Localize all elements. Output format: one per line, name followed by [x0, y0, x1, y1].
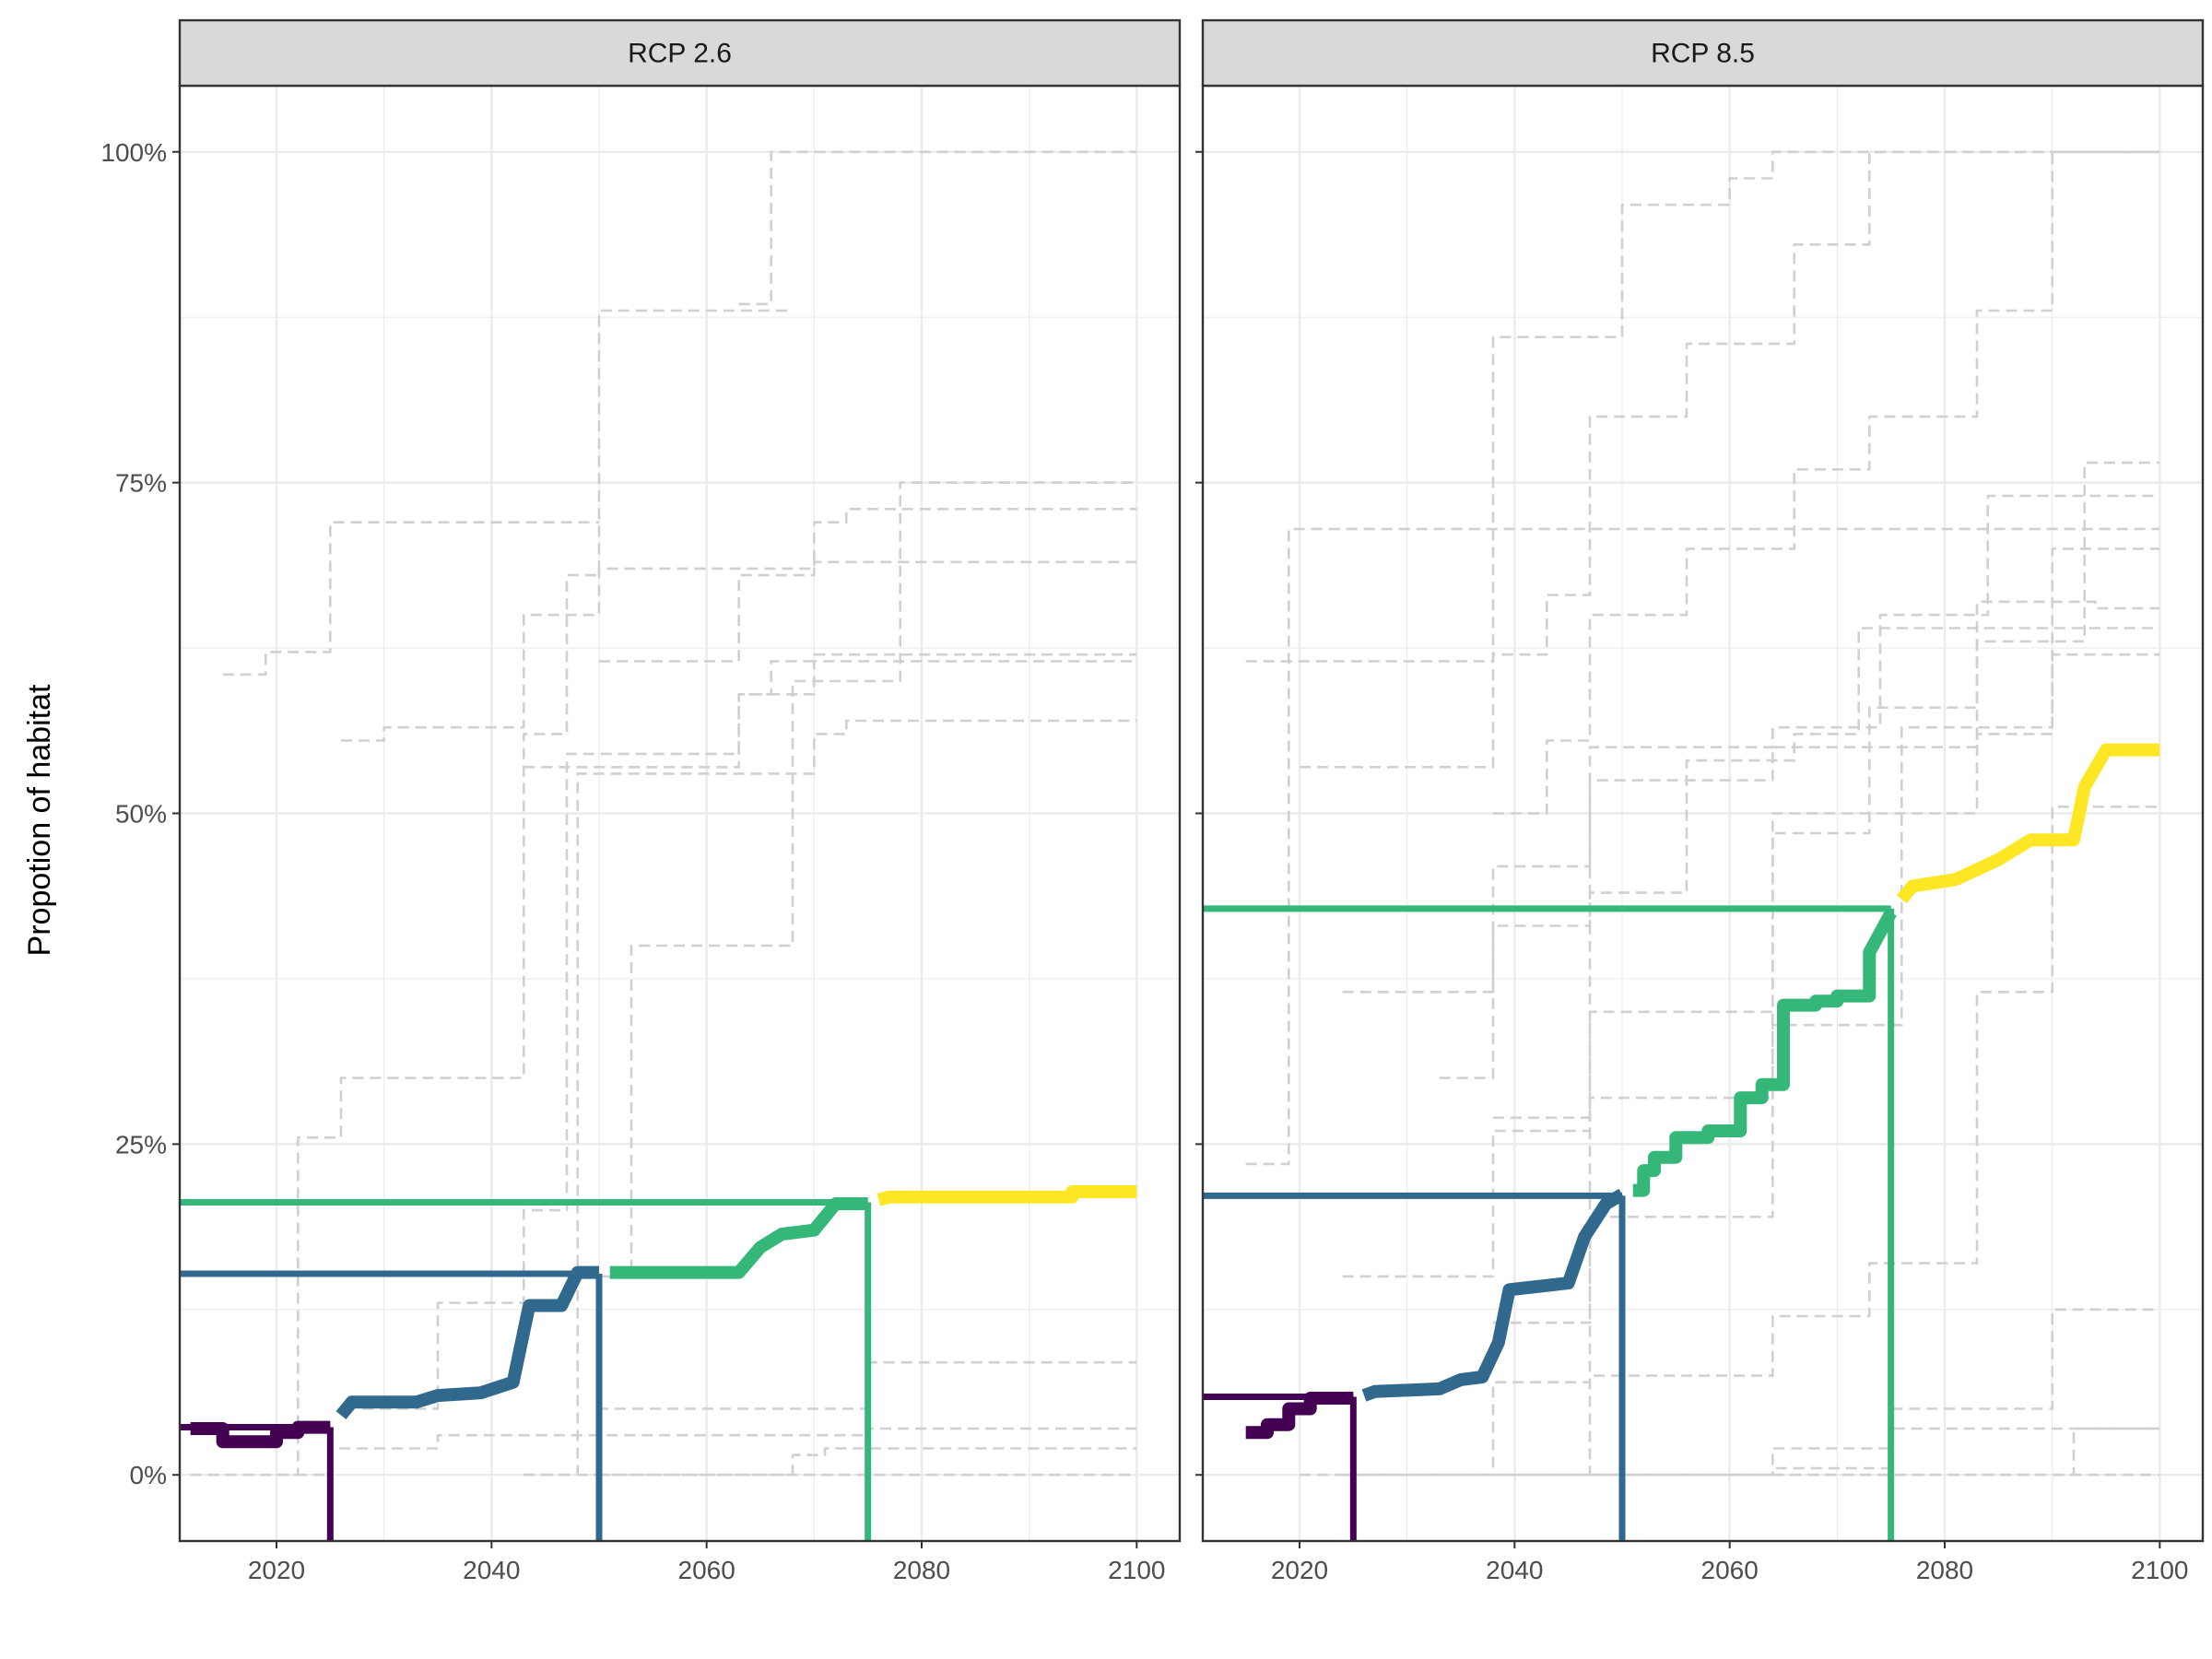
y-tick-label: 0% — [130, 1461, 167, 1489]
highlight-series-period2 — [335, 1265, 599, 1420]
highlight-series-period3 — [609, 1197, 868, 1279]
panel-1: RCP 2.6 2020 2040 2060 2080 2100 0% 25% 50% 75% 10… — [100, 18, 1182, 1584]
x-tick-label: 2060 — [1701, 1556, 1759, 1584]
x-axis: 2020 2040 2060 2080 2100 — [1271, 1541, 2188, 1584]
background-series-line — [599, 507, 1137, 663]
y-tick-label: 75% — [115, 469, 167, 498]
facet-strip — [178, 18, 1182, 88]
facet-strip — [1201, 18, 2205, 88]
background-series-line — [567, 481, 1137, 1278]
background-series-line — [738, 150, 1137, 306]
background-series-line — [1245, 150, 2160, 663]
background-series-line — [1342, 494, 2160, 994]
background-series-line — [1342, 547, 2160, 1477]
y-tick-label: 100% — [100, 138, 167, 167]
x-tick-label: 2020 — [1271, 1556, 1328, 1584]
highlight-series-period4 — [877, 1185, 1137, 1206]
x-axis: 2020 2040 2060 2080 2100 — [248, 1541, 1165, 1584]
facet-strip-label: RCP 8.5 — [1651, 39, 1755, 69]
y-tick-label: 50% — [115, 800, 167, 829]
highlight-series-period3 — [1632, 909, 1897, 1197]
highlight-series-period1 — [190, 1420, 331, 1449]
background-series-line — [1493, 150, 2160, 815]
y-axis: 0% 25% 50% 75% 100% — [100, 138, 180, 1489]
plot-area — [180, 150, 1137, 1541]
x-tick-label: 2060 — [678, 1556, 735, 1584]
background-series-line — [222, 521, 599, 677]
x-tick-label: 2040 — [1486, 1556, 1543, 1584]
x-tick-label: 2080 — [1916, 1556, 1973, 1584]
highlight-series-period1 — [1245, 1392, 1354, 1440]
background-series-line — [524, 653, 1137, 769]
background-series-line — [276, 309, 793, 1477]
background-series-line — [362, 660, 1137, 1410]
background-series-line — [524, 719, 1137, 1477]
background-series-line — [1493, 627, 2160, 1119]
x-tick-label: 2100 — [2131, 1556, 2188, 1584]
x-tick-label: 2080 — [893, 1556, 950, 1584]
background-series-line — [1300, 150, 2160, 769]
panel-2: RCP 8.5 2020 2040 2060 2080 2100 — [1195, 18, 2205, 1584]
y-tick-label: 25% — [115, 1130, 167, 1159]
x-tick-label: 2040 — [463, 1556, 520, 1584]
background-series-line — [341, 560, 1137, 742]
background-series-line — [1245, 527, 2160, 1166]
y-axis-title: Propotion of habitat — [22, 684, 57, 956]
background-series-line — [1342, 600, 2160, 1278]
x-tick-label: 2100 — [1108, 1556, 1165, 1584]
highlight-series-period2 — [1361, 1188, 1626, 1402]
facet-strip-label: RCP 2.6 — [628, 39, 732, 69]
facet-panels: RCP 2.6 2020 2040 2060 2080 2100 0% 25% 50% 75% 10… — [100, 18, 2205, 1584]
highlight-series-period4 — [1896, 743, 2160, 904]
y-axis — [1195, 150, 1203, 1477]
plot-area — [1203, 150, 2160, 1541]
x-tick-label: 2020 — [248, 1556, 305, 1584]
